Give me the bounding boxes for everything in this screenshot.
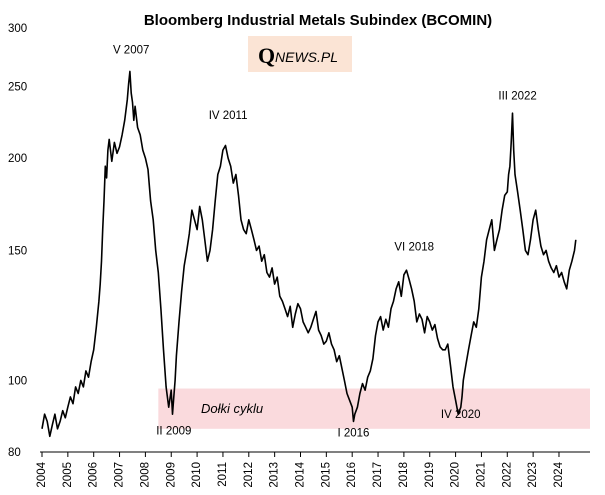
x-tick-label: 2016 [346,462,358,488]
y-tick-label: 300 [8,23,27,35]
x-tick-label: 2008 [139,462,151,488]
annotation-label: I 2016 [337,427,369,439]
x-tick-label: 2012 [243,462,255,488]
x-tick-label: 2010 [191,462,203,488]
annotation-label: IV 2011 [209,110,248,122]
x-tick-label: 2021 [475,462,487,488]
annotation-label: III 2022 [498,91,536,103]
logo-background [248,36,352,72]
x-tick-label: 2005 [62,462,74,488]
logo-text: NEWS.PL [275,49,338,65]
x-tick-label: 2011 [217,462,229,487]
y-tick-label: 100 [8,375,27,387]
x-tick-label: 2007 [114,462,126,488]
cycle-lows-zone [158,388,591,429]
annotation-label: IV 2020 [441,409,481,421]
x-axis: 2004 2005 2006 2007 2008 2009 2010 2011 2012 2013… [36,452,565,488]
x-tick-label: 2017 [372,462,384,488]
y-axis: 80 100 150 200 250 300 [8,23,27,459]
x-tick-label: 2004 [36,461,48,487]
y-tick-label: 200 [8,153,27,165]
y-tick-label: 150 [8,245,27,257]
x-tick-label: 2022 [501,462,513,488]
series-bcomin [41,70,577,438]
x-tick-label: 2018 [398,462,410,488]
y-tick-label: 80 [8,447,21,459]
annotation-label: VI 2018 [394,241,434,253]
cycle-lows-label: Dołki cyklu [201,401,263,416]
chart-title: Bloomberg Industrial Metals Subindex (BC… [144,12,492,29]
annotations: V 2007 IV 2011 II 2009 I 2016 VI 2018 IV 2020… [113,45,537,440]
x-tick-label: 2009 [165,462,177,488]
x-tick-label: 2006 [88,462,100,488]
x-tick-label: 2024 [553,461,565,487]
x-tick-label: 2015 [320,462,332,488]
x-tick-label: 2023 [527,462,539,488]
annotation-label: II 2009 [156,425,191,437]
x-tick-label: 2020 [450,462,462,488]
cycle-lows-band [158,388,591,429]
x-tick-label: 2019 [424,462,436,488]
annotation-label: V 2007 [113,45,149,57]
series-line [41,70,577,438]
x-tick-label: 2014 [295,461,307,487]
x-tick-label: 2013 [269,462,281,488]
logo: Q NEWS.PL [248,36,352,72]
y-tick-label: 250 [8,81,27,93]
logo-q: Q [258,43,275,68]
